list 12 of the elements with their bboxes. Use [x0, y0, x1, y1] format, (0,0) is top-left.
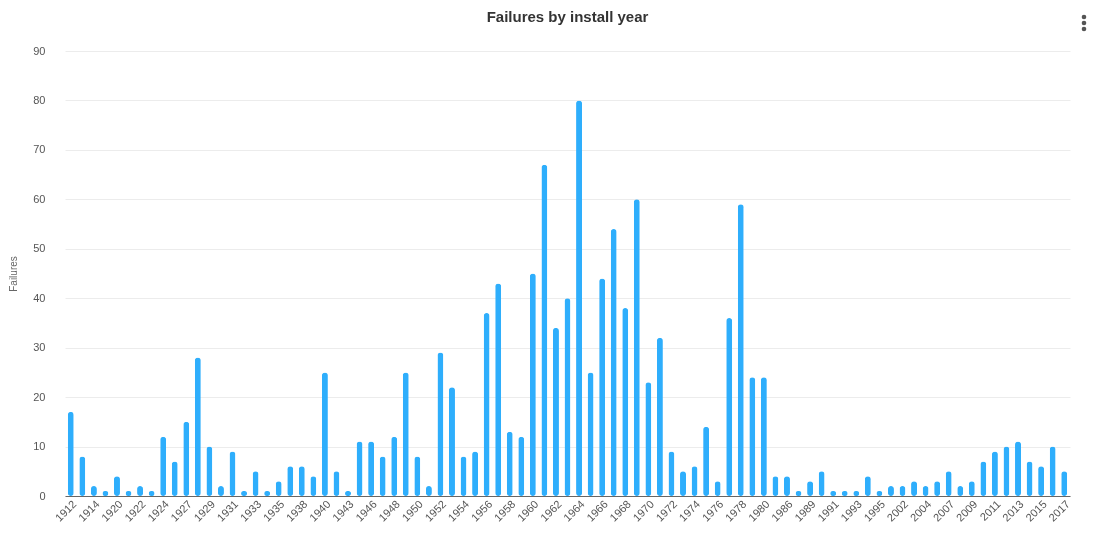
y-tick-label: 20 — [33, 390, 46, 403]
y-tick-label: 30 — [33, 341, 46, 354]
y-tick-label: 50 — [33, 242, 46, 255]
y-tick-label: 90 — [33, 44, 46, 57]
chart-title: Failures by install year — [486, 8, 649, 25]
y-tick-label: 40 — [33, 291, 46, 304]
y-axis-title: Failures — [8, 256, 20, 292]
y-tick-label: 0 — [39, 489, 46, 502]
y-tick-label: 80 — [33, 93, 46, 106]
y-tick-label: 10 — [33, 440, 46, 453]
y-tick-label: 60 — [33, 192, 46, 205]
y-tick-label: 70 — [33, 143, 46, 156]
